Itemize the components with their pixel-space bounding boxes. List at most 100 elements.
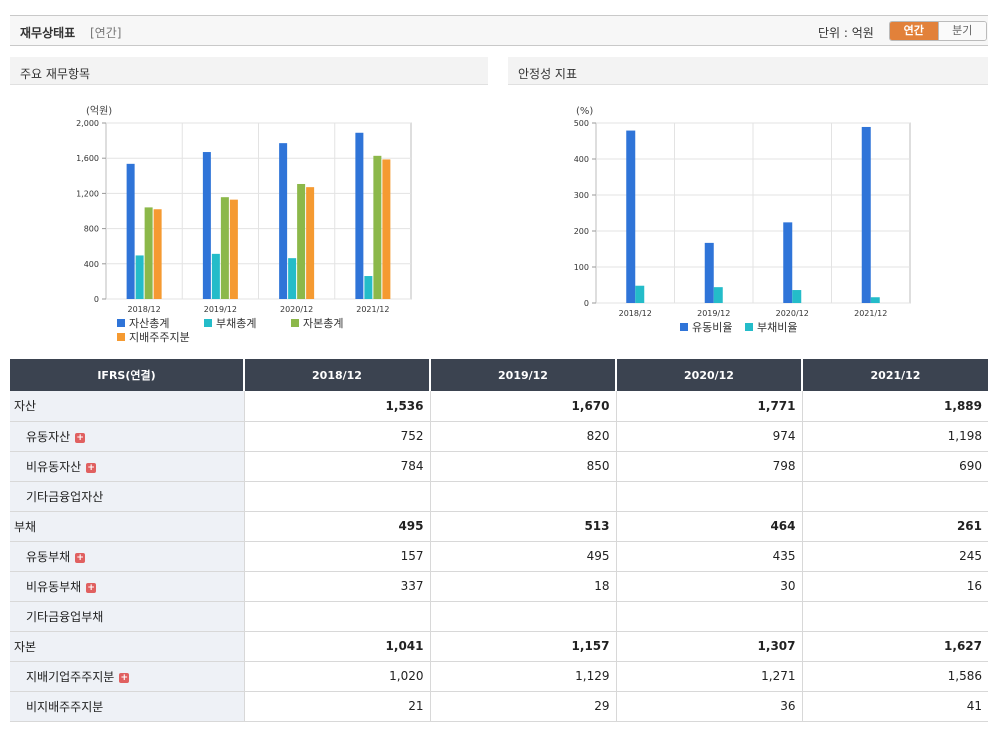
value-cell: 1,041	[243, 631, 430, 662]
stability-panel: 안정성 지표 (%) 0 100 200 300 400 500 2018/12 2019/12…	[508, 57, 988, 357]
value-cell	[801, 481, 988, 512]
unit-label: 단위 : 억원	[818, 26, 874, 40]
value-cell: 1,020	[243, 661, 430, 692]
bar	[792, 290, 802, 303]
value-cell: 245	[801, 541, 988, 572]
x-tick-label: 2020/12	[280, 305, 313, 314]
expand-plus-icon[interactable]: +	[75, 432, 86, 443]
expand-plus-icon[interactable]: +	[75, 552, 86, 563]
legend-label: 자산총계	[129, 317, 169, 330]
x-tick-label: 2018/12	[619, 309, 652, 318]
value-cell: 850	[429, 451, 616, 482]
value-cell: 1,271	[615, 661, 802, 692]
table-row: 지배기업주주지분 +1,020 1,129 1,271 1,586	[10, 661, 988, 692]
stability-title: 안정성 지표	[508, 57, 988, 85]
value-cell: 36	[615, 691, 802, 722]
row-label: 비유동자산	[26, 459, 82, 474]
value-cell: 513	[429, 511, 616, 542]
bar	[704, 242, 714, 303]
bar	[135, 255, 144, 299]
row-label-cell: 비지배주주지분	[10, 691, 244, 722]
y-tick-label: 0	[94, 295, 99, 304]
bar	[211, 253, 220, 299]
x-tick-label: 2021/12	[356, 305, 389, 314]
value-cell	[615, 601, 802, 632]
balance-sheet-table: IFRS(연결) 2018/12 2019/12 2020/12 2021/12 자산 1…	[10, 359, 988, 722]
column-header-period: 2018/12	[243, 359, 430, 391]
value-cell: 784	[243, 451, 430, 482]
bar	[220, 197, 229, 299]
row-label-cell: 유동부채 +	[10, 541, 244, 572]
stability-chart: (%) 0 100 200 300 400 500 2018/12 2019/12 2020/12…	[574, 106, 911, 334]
bar	[279, 143, 288, 299]
expand-plus-icon[interactable]: +	[86, 582, 97, 593]
bar	[144, 207, 153, 299]
row-label: 유동부채	[26, 549, 71, 564]
column-header-basis: IFRS(연결)	[10, 359, 244, 391]
table-row: 비유동자산 +784 850 798 690	[10, 451, 988, 482]
expand-plus-icon[interactable]: +	[119, 672, 130, 683]
row-label: 자산	[14, 399, 37, 414]
legend-swatch	[117, 319, 125, 327]
value-cell: 1,157	[429, 631, 616, 662]
y-tick-label: 400	[574, 155, 589, 164]
row-label-cell: 부채	[10, 511, 244, 542]
value-cell: 1,889	[801, 391, 988, 422]
y-tick-label: 300	[574, 191, 589, 200]
row-label: 유동자산	[26, 429, 71, 444]
legend-swatch	[680, 323, 688, 331]
key-items-chart: (억원) 0 400 800 1,200 1,600 2,000 2018/12 2019/12…	[76, 105, 412, 344]
x-tick-label: 2019/12	[204, 305, 237, 314]
legend-swatch	[291, 319, 299, 327]
bar	[364, 276, 373, 299]
value-cell: 30	[615, 571, 802, 602]
table-row: 자본 1,041 1,157 1,307 1,627	[10, 631, 988, 662]
bar	[355, 132, 364, 299]
value-cell: 261	[801, 511, 988, 542]
value-cell: 820	[429, 421, 616, 452]
bar	[382, 159, 391, 299]
y-tick-label: 1,600	[76, 154, 99, 163]
y-tick-label: 1,200	[76, 189, 99, 198]
bar	[870, 297, 880, 303]
value-cell	[243, 601, 430, 632]
table-row: 비유동부채 +337 18 30 16	[10, 571, 988, 602]
value-cell: 974	[615, 421, 802, 452]
financial-statement-header: 재무상태표 [연간] 단위 : 억원 연간 분기	[10, 15, 988, 46]
y-tick-label: 0	[584, 299, 589, 308]
row-label-cell: 기타금융업부채	[10, 601, 244, 632]
quarter-button[interactable]: 분기	[937, 22, 986, 40]
bar	[306, 187, 315, 299]
unit-label: (억원)	[86, 105, 112, 117]
value-cell: 41	[801, 691, 988, 722]
value-cell: 1,536	[243, 391, 430, 422]
period-toggle: 연간 분기	[889, 21, 987, 41]
value-cell: 798	[615, 451, 802, 482]
value-cell	[615, 481, 802, 512]
bar	[713, 287, 723, 303]
bar	[626, 130, 636, 303]
value-cell: 337	[243, 571, 430, 602]
value-cell: 464	[615, 511, 802, 542]
x-tick-label: 2021/12	[854, 309, 887, 318]
key-items-title: 주요 재무항목	[10, 57, 488, 85]
y-tick-label: 100	[574, 263, 589, 272]
legend-label: 자본총계	[303, 317, 343, 330]
x-tick-label: 2019/12	[697, 309, 730, 318]
bar	[126, 163, 135, 299]
row-label-cell: 유동자산 +	[10, 421, 244, 452]
annual-button[interactable]: 연간	[890, 22, 938, 40]
value-cell: 1,307	[615, 631, 802, 662]
table-row: 부채 495 513 464 261	[10, 511, 988, 542]
y-tick-label: 200	[574, 227, 589, 236]
table-row: 기타금융업자산	[10, 481, 988, 512]
value-cell: 157	[243, 541, 430, 572]
column-header-period: 2020/12	[615, 359, 802, 391]
bar	[202, 152, 211, 299]
row-label: 기타금융업부채	[26, 609, 104, 624]
expand-plus-icon[interactable]: +	[86, 462, 97, 473]
value-cell: 1,627	[801, 631, 988, 662]
value-cell: 435	[615, 541, 802, 572]
bar	[373, 155, 382, 299]
value-cell: 29	[429, 691, 616, 722]
